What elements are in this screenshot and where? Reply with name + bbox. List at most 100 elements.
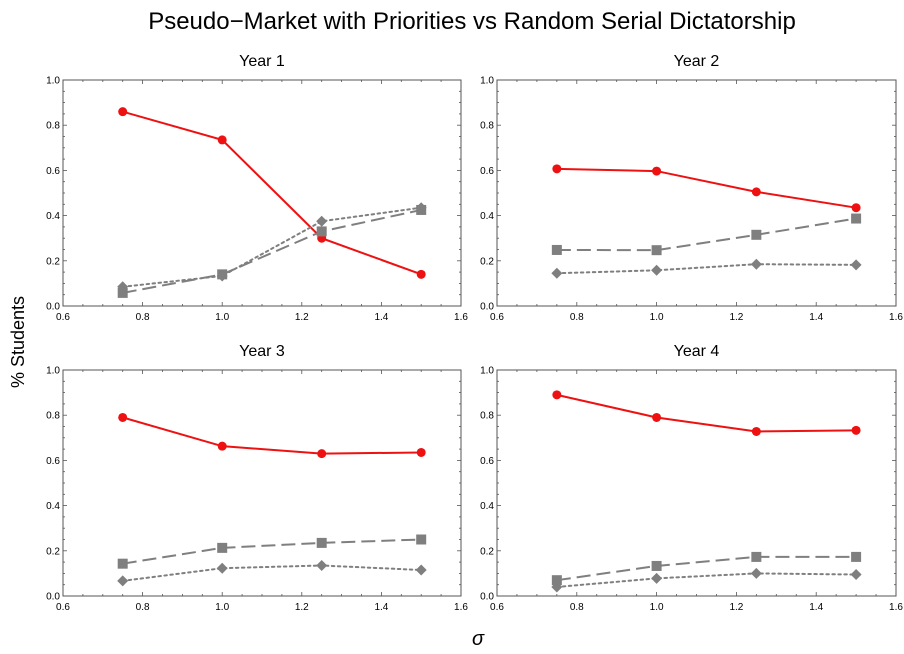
data-point-circle [118,412,128,422]
figure-title: Pseudo−Market with Priorities vs Random … [148,8,796,35]
data-point-square [851,213,862,224]
data-point-square [651,245,662,256]
data-point-square [217,542,228,553]
data-point-diamond [850,569,862,581]
data-point-diamond [216,562,228,574]
data-point-circle [652,412,662,422]
series-line-dashed [556,217,857,252]
data-point-square [117,558,128,569]
x-tick-label: 1.4 [809,312,823,323]
data-point-diamond [651,264,663,276]
y-tick-label: 1.0 [480,366,494,377]
y-tick-label: 0.6 [480,166,494,177]
data-point-diamond [415,564,427,576]
data-point-square [316,537,327,548]
data-point-diamond [651,572,663,584]
panel-year-3: Year 3 0.6 0.8 1.0 1.2 1.4 1.6 0.0 0.2 0.4 0.6 0.8 1… [46,343,468,613]
y-tick-label: 0.4 [46,211,60,222]
x-tick-label: 0.8 [570,312,584,323]
data-point-circle [751,187,761,197]
y-tick-label: 0.0 [480,302,494,313]
y-axis-label: % Students [8,296,28,388]
data-point-circle [416,447,426,457]
y-tick-label: 0.8 [480,411,494,422]
data-point-circle [317,449,327,459]
y-tick-label: 1.0 [480,76,494,87]
y-tick-label: 0.6 [46,166,60,177]
y-tick-label: 0.8 [46,121,60,132]
y-tick-label: 0.0 [480,592,494,603]
y-tick-label: 0.2 [480,546,494,557]
data-point-circle [217,441,227,451]
x-tick-label: 1.6 [889,312,903,323]
series-line-solid [556,393,857,433]
y-tick-label: 0.2 [46,546,60,557]
y-tick-label: 0.0 [46,302,60,313]
data-point-circle [851,425,861,435]
x-tick-label: 1.4 [374,312,388,323]
x-tick-label: 1.6 [454,312,468,323]
x-tick-label: 1.6 [454,602,468,613]
data-point-square [851,551,862,562]
series-line-dotted [121,206,423,288]
data-point-square [117,287,128,298]
series-line-dotted [121,564,423,582]
data-point-circle [751,426,761,436]
x-tick-label: 0.6 [490,602,504,613]
data-point-circle [552,390,562,400]
y-tick-label: 0.0 [46,592,60,603]
data-point-diamond [117,575,129,587]
data-point-diamond [850,259,862,271]
data-point-diamond [415,202,427,214]
x-tick-label: 0.8 [136,602,150,613]
series-line-dashed [122,208,422,294]
panel-title: Year 1 [239,53,285,70]
data-point-square [751,229,762,240]
y-tick-label: 0.6 [480,456,494,467]
series-line-dotted [555,572,858,588]
data-point-circle [552,164,562,174]
data-point-circle [217,135,227,145]
data-point-square [416,534,427,545]
series-line-dashed [556,555,857,582]
x-tick-label: 1.2 [295,312,309,323]
panels: Year 1 0.6 0.8 1.0 1.2 1.4 1.6 0.0 0.2 0.4 0.6 0.8 1… [46,53,903,613]
y-tick-label: 0.2 [480,256,494,267]
y-tick-label: 0.4 [480,501,494,512]
data-point-square [551,244,562,255]
data-point-circle [118,107,128,117]
x-axis-label: σ [472,628,485,650]
data-point-circle [652,166,662,176]
x-tick-label: 1.2 [729,602,743,613]
y-tick-label: 0.2 [46,256,60,267]
data-point-square [751,551,762,562]
data-point-diamond [117,281,129,293]
series-line-dashed [122,538,422,565]
y-tick-label: 0.4 [46,501,60,512]
x-tick-label: 1.6 [889,602,903,613]
y-tick-label: 0.8 [480,121,494,132]
y-tick-label: 1.0 [46,76,60,87]
panel-year-4: Year 4 0.6 0.8 1.0 1.2 1.4 1.6 0.0 0.2 0.4 0.6 0.8 1… [480,343,903,613]
x-tick-label: 1.4 [809,602,823,613]
y-tick-label: 0.4 [480,211,494,222]
x-tick-label: 1.0 [650,602,664,613]
panel-year-2: Year 2 0.6 0.8 1.0 1.2 1.4 1.6 0.0 0.2 0.4 0.6 0.8 1… [480,53,903,323]
data-point-circle [851,203,861,213]
data-point-circle [416,269,426,279]
data-point-diamond [316,215,328,227]
panel-title: Year 2 [674,53,720,70]
x-tick-label: 1.0 [650,312,664,323]
x-tick-label: 1.0 [215,312,229,323]
series-line-solid [556,167,857,209]
data-point-square [316,226,327,237]
x-tick-label: 1.0 [215,602,229,613]
x-tick-label: 1.2 [295,602,309,613]
data-point-diamond [216,270,228,282]
data-point-square [651,560,662,571]
x-tick-label: 0.8 [570,602,584,613]
series-line-dotted [555,263,858,275]
panel-year-1: Year 1 0.6 0.8 1.0 1.2 1.4 1.6 0.0 0.2 0.4 0.6 0.8 1… [46,53,468,323]
y-tick-label: 0.6 [46,456,60,467]
